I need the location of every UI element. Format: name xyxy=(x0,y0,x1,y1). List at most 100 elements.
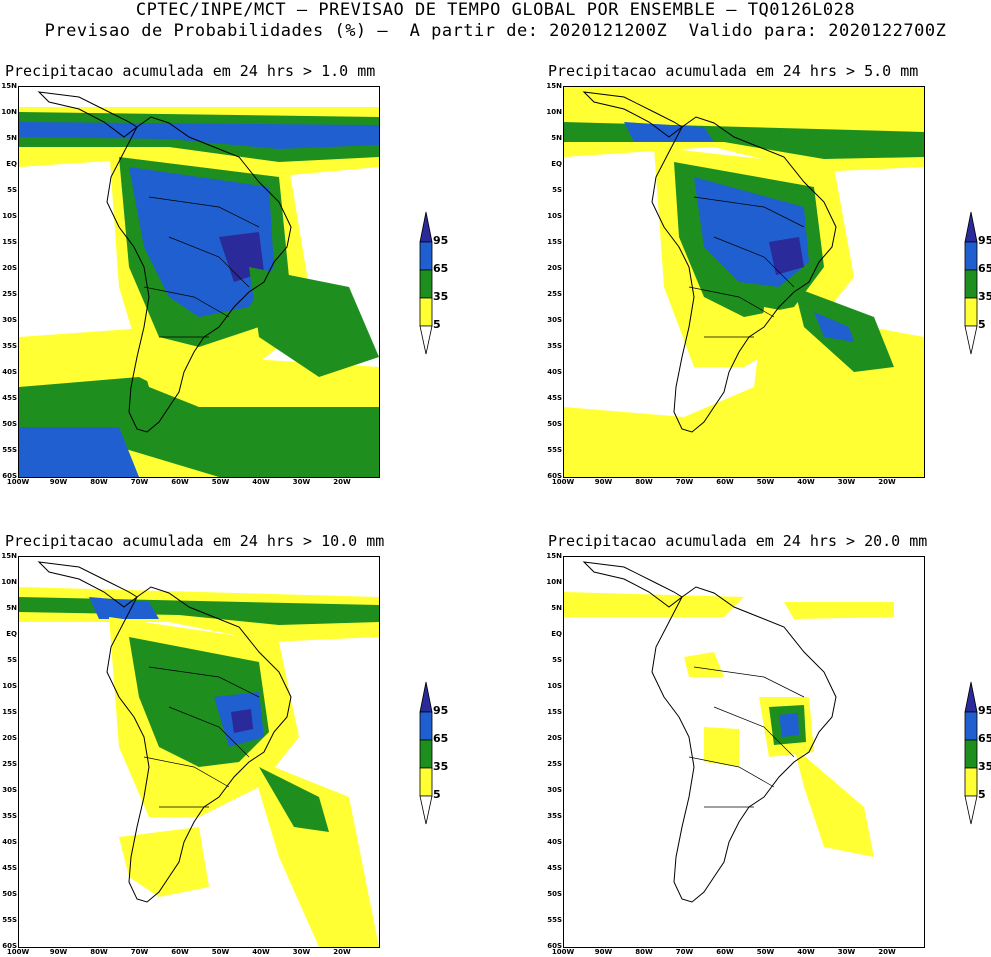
country-border xyxy=(143,286,230,318)
probability-field-5 xyxy=(704,727,739,767)
lat-tick-label: EQ xyxy=(6,160,17,168)
colorbar-segment xyxy=(419,795,433,825)
colorbar-segment xyxy=(419,269,433,299)
colorbar-label: 35 xyxy=(978,760,991,773)
lat-tick-label: 30S xyxy=(2,786,17,794)
lat-tick-label: 10N xyxy=(546,108,562,116)
lat-tick-label: 15S xyxy=(2,708,17,716)
lat-tick-label: 20S xyxy=(547,264,562,272)
lon-tick-label: 100W xyxy=(6,478,30,486)
central-america-outline xyxy=(37,561,138,608)
lat-tick-label: 5N xyxy=(551,604,562,612)
colorbar-label: 35 xyxy=(978,290,991,303)
continent-outline xyxy=(651,586,837,903)
colorbar-segment xyxy=(964,297,978,327)
colorbar-label: 5 xyxy=(433,788,441,801)
lat-tick-label: 50S xyxy=(547,890,562,898)
colorbar-segment xyxy=(964,739,978,769)
lat-tick-label: 5S xyxy=(7,656,17,664)
colorbar-segment xyxy=(964,211,978,243)
country-border xyxy=(148,196,260,228)
probability-field-65 xyxy=(89,597,159,619)
lat-tick-label: 5S xyxy=(7,186,17,194)
map3-svg xyxy=(19,561,379,947)
colorbar-segment xyxy=(419,681,433,713)
country-border xyxy=(168,236,250,288)
lon-tick-label: 30W xyxy=(837,948,856,956)
colorbar-label: 95 xyxy=(978,704,991,717)
lat-tick-label: 10S xyxy=(547,212,562,220)
panel-1-map xyxy=(18,86,380,478)
lat-tick-label: 15S xyxy=(2,238,17,246)
lat-tick-label: 55S xyxy=(2,446,17,454)
colorbar-segment xyxy=(419,739,433,769)
panel-2-title: Precipitacao acumulada em 24 hrs > 5.0 m… xyxy=(548,62,919,80)
colorbar-label: 35 xyxy=(433,760,449,773)
lat-tick-label: 5N xyxy=(551,134,562,142)
probability-field-95 xyxy=(231,709,253,733)
lon-tick-label: 30W xyxy=(292,948,311,956)
map4-svg xyxy=(564,561,894,903)
header-line-1: CPTEC/INPE/MCT — PREVISAO DE TEMPO GLOBA… xyxy=(135,0,856,20)
colorbar-label: 5 xyxy=(433,318,441,331)
lon-tick-label: 50W xyxy=(756,948,775,956)
colorbar-svg xyxy=(964,211,978,355)
probability-field-65 xyxy=(624,122,714,142)
panel-3-map xyxy=(18,556,380,948)
lat-tick-label: 10S xyxy=(2,682,17,690)
lat-tick-label: 35S xyxy=(547,342,562,350)
lon-tick-label: 90W xyxy=(49,478,68,486)
lat-tick-label: 15N xyxy=(546,552,562,560)
central-america-outline xyxy=(582,91,683,138)
lat-tick-label: 40S xyxy=(2,368,17,376)
lon-tick-label: 20W xyxy=(878,948,896,956)
lat-tick-label: 60S xyxy=(2,472,17,480)
lon-tick-label: 40W xyxy=(252,948,270,956)
lat-tick-label: 15N xyxy=(546,82,562,90)
central-america-outline xyxy=(37,91,138,138)
lat-tick-label: 60S xyxy=(547,472,562,480)
probability-field-35 xyxy=(249,267,379,377)
colorbar-4: 95 65 35 5 xyxy=(963,680,991,830)
lon-tick-label: 70W xyxy=(675,948,694,956)
lat-tick-label: 10S xyxy=(2,212,17,220)
colorbar-svg xyxy=(964,681,978,825)
panel-1-title: Precipitacao acumulada em 24 hrs > 1.0 m… xyxy=(5,62,376,80)
lat-tick-label: 5N xyxy=(6,604,17,612)
lat-tick-label: EQ xyxy=(551,160,562,168)
lon-tick-label: 60W xyxy=(171,478,189,486)
colorbar-2: 95 65 35 5 xyxy=(963,210,991,360)
lon-tick-label: 70W xyxy=(130,478,149,486)
probability-field-5 xyxy=(564,592,744,617)
header-line-2: Previsao de Probabilidades (%) — A parti… xyxy=(44,21,947,41)
probability-field-5 xyxy=(249,757,379,947)
country-border xyxy=(688,286,775,318)
lat-tick-label: 55S xyxy=(547,446,562,454)
probability-field-35 xyxy=(259,767,329,832)
probability-field-5 xyxy=(794,747,874,857)
lat-tick-label: 5S xyxy=(552,186,562,194)
probability-field-5 xyxy=(119,827,209,897)
lon-tick-label: 60W xyxy=(171,948,189,956)
lat-tick-label: 10N xyxy=(1,108,17,116)
colorbar-label: 65 xyxy=(978,732,991,745)
colorbar-segment xyxy=(964,711,978,741)
country-border xyxy=(713,706,795,758)
probability-field-5 xyxy=(684,652,724,677)
colorbar-segment xyxy=(419,711,433,741)
country-border xyxy=(168,706,250,758)
lat-tick-label: 45S xyxy=(2,394,17,402)
lat-tick-label: 30S xyxy=(547,786,562,794)
lon-tick-label: 80W xyxy=(90,948,108,956)
panel-4-title: Precipitacao acumulada em 24 hrs > 20.0 … xyxy=(548,532,928,550)
country-border xyxy=(713,236,795,288)
lat-tick-label: 50S xyxy=(547,420,562,428)
lat-tick-label: 15N xyxy=(1,552,17,560)
map1-svg xyxy=(19,91,379,477)
lat-tick-label: 55S xyxy=(547,916,562,924)
lat-tick-label: 60S xyxy=(2,942,17,950)
lat-tick-label: 35S xyxy=(2,342,17,350)
continent-outline xyxy=(106,116,292,433)
probability-field-65 xyxy=(814,312,854,342)
lat-tick-label: 50S xyxy=(2,420,17,428)
